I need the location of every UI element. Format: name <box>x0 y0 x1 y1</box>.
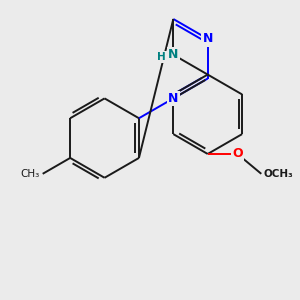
Text: H: H <box>157 52 166 62</box>
Text: CH₃: CH₃ <box>20 169 40 179</box>
Text: N: N <box>168 92 178 105</box>
Text: N: N <box>202 32 213 45</box>
Text: N: N <box>168 48 178 61</box>
Text: O: O <box>232 148 243 160</box>
Text: OCH₃: OCH₃ <box>263 169 293 179</box>
